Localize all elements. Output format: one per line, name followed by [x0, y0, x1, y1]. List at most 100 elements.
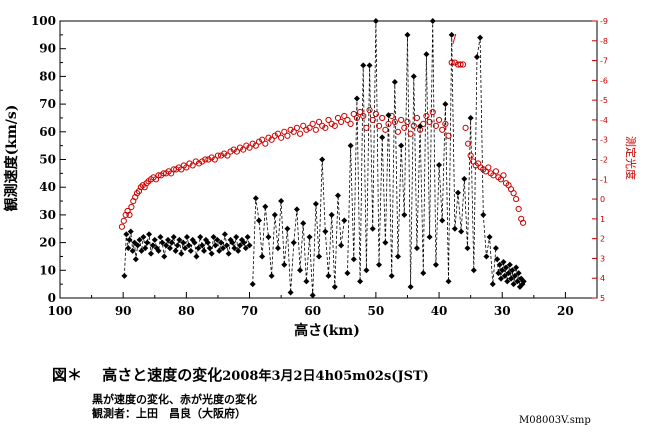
speed-point — [347, 142, 354, 149]
y-tick-label: 100 — [31, 14, 56, 28]
y2-tick-label: -2 — [600, 156, 608, 165]
axes: 100 90 80 70 60 50 40 30 20010203040506070809010… — [31, 14, 608, 318]
brightness-point — [230, 146, 237, 153]
speed-point — [193, 253, 200, 260]
brightness-point — [240, 146, 247, 153]
speed-point — [183, 234, 190, 241]
brightness-point — [435, 116, 443, 124]
brightness-point — [189, 162, 196, 169]
speed-point — [303, 278, 310, 285]
speed-point — [319, 156, 326, 163]
brightness-point — [274, 130, 282, 137]
speed-line-segment — [252, 159, 345, 296]
speed-point — [442, 101, 449, 108]
speed-point — [142, 245, 149, 252]
y2-tick-label: -4 — [600, 116, 608, 125]
speed-point — [451, 225, 458, 232]
speed-point — [420, 270, 427, 277]
speed-point — [322, 228, 329, 235]
caption-line-2: 観測者：上田 昌良（大阪府） — [92, 407, 246, 420]
brightness-point — [271, 132, 278, 139]
speed-point — [178, 250, 185, 257]
brightness-point — [137, 184, 144, 191]
brightness-point — [391, 118, 398, 126]
brightness-point — [287, 126, 294, 133]
brightness-point — [375, 122, 383, 129]
speed-point — [155, 247, 162, 254]
figure-label: 図＊ — [52, 366, 83, 384]
speed-point — [191, 239, 198, 246]
speed-point — [210, 234, 217, 241]
speed-point — [483, 253, 490, 260]
speed-point — [126, 236, 133, 243]
speed-point — [410, 73, 417, 80]
speed-point — [140, 234, 147, 241]
brightness-point — [465, 140, 472, 147]
speed-point — [379, 134, 386, 141]
speed-point — [423, 51, 430, 58]
brightness-point — [183, 164, 190, 171]
speed-point — [174, 242, 181, 249]
y2-tick-label: 3 — [600, 254, 605, 263]
y2-tick-label: 1 — [600, 215, 605, 224]
speed-point — [293, 206, 300, 213]
brightness-point — [319, 122, 326, 129]
speed-point — [325, 272, 332, 279]
brightness-point — [268, 136, 275, 143]
speed-line-segment — [347, 20, 497, 287]
speed-point — [218, 239, 225, 246]
brightness-point — [155, 172, 162, 179]
speed-point — [206, 245, 213, 252]
brightness-point — [485, 164, 492, 171]
figure-caption: 図＊ 高さと速度の変化2008年3月2日4h05m02s(JST) — [52, 364, 429, 385]
brightness-point — [519, 219, 527, 226]
speed-point — [235, 247, 242, 254]
brightness-point — [462, 124, 469, 131]
speed-point — [268, 272, 275, 279]
speed-point — [509, 267, 516, 274]
y2-tick-label: 2 — [600, 235, 605, 244]
y-tick-label: 90 — [39, 42, 56, 56]
y-tick-label: 70 — [39, 97, 56, 111]
speed-point — [501, 272, 508, 279]
brightness-point — [467, 152, 474, 159]
brightness-point — [457, 61, 464, 68]
y-tick-label: 80 — [39, 69, 56, 83]
speed-point — [127, 228, 134, 235]
plot-area-border — [59, 20, 598, 299]
speed-point — [271, 211, 278, 218]
speed-point — [394, 253, 401, 260]
brightness-point — [492, 168, 500, 175]
speed-point — [467, 114, 474, 121]
speed-point — [229, 239, 236, 246]
brightness-point — [451, 59, 458, 66]
y-tick-label: 20 — [39, 236, 56, 250]
brightness-point — [315, 118, 323, 126]
y2-tick-label: -1 — [600, 175, 608, 184]
brightness-point — [309, 120, 316, 127]
speed-point — [278, 198, 285, 205]
speed-point — [508, 275, 515, 282]
y-tick-label: 60 — [39, 125, 56, 139]
speed-point — [363, 267, 370, 274]
speed-point — [147, 250, 154, 257]
speed-point — [436, 162, 443, 169]
brightness-point — [404, 118, 411, 126]
speed-point — [195, 245, 202, 252]
speed-point — [312, 200, 319, 207]
brightness-point — [126, 211, 133, 218]
brightness-point — [366, 106, 373, 114]
x-tick-label: 80 — [178, 304, 195, 318]
speed-point — [401, 211, 408, 218]
speed-point — [187, 247, 194, 254]
speed-point — [159, 239, 166, 246]
x-tick-label: 60 — [304, 304, 321, 318]
speed-point — [151, 236, 158, 243]
speed-point — [489, 281, 496, 288]
brightness-point — [120, 217, 127, 224]
brightness-point — [236, 144, 244, 151]
brightness-point — [202, 156, 209, 163]
brightness-point — [500, 172, 507, 179]
brightness-point — [160, 170, 167, 177]
speed-point — [344, 270, 351, 277]
